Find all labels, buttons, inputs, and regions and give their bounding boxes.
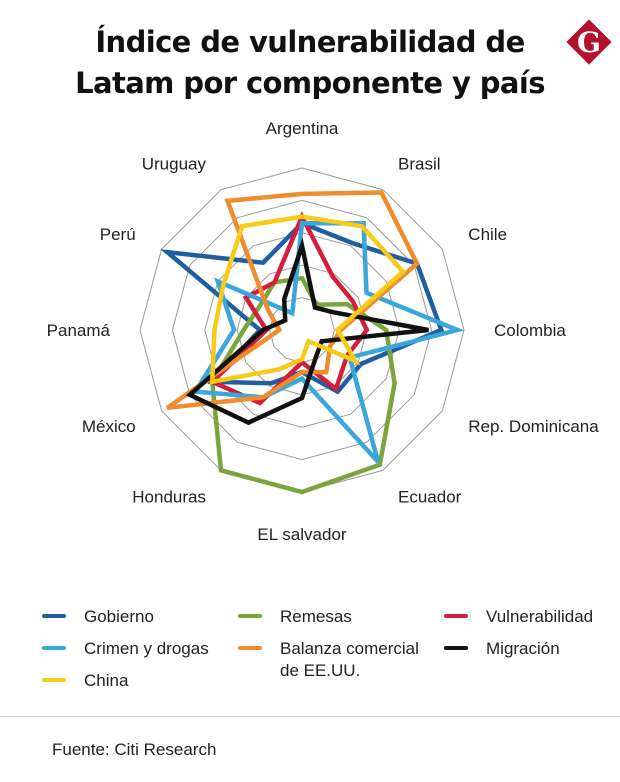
axis-label-rep-dominicana: Rep. Dominicana — [468, 417, 599, 436]
legend-item: China — [42, 670, 234, 692]
legend-swatch — [42, 678, 66, 682]
legend-label: Gobierno — [84, 607, 154, 626]
legend-swatch — [238, 614, 262, 618]
axis-label-argentina: Argentina — [266, 119, 339, 138]
axis-label-colombia: Colombia — [494, 321, 566, 340]
axis-label-ecuador: Ecuador — [398, 487, 462, 506]
source-note: Fuente: Citi Research — [52, 740, 217, 759]
legend-label: Balanza comercial de EE.UU. — [280, 639, 419, 680]
legend-label: Remesas — [280, 607, 352, 626]
axis-label-chile: Chile — [468, 225, 507, 244]
series-migracion — [185, 237, 429, 426]
brand-logo: G — [566, 19, 612, 65]
chart-title: Índice de vulnerabilidad de Latam por co… — [0, 22, 620, 104]
legend-label: Vulnerabilidad — [486, 607, 594, 626]
legend-swatch — [444, 614, 468, 618]
chart-title-line-2: Latam por componente y país — [75, 66, 545, 100]
legend-label: Crimen y drogas — [84, 639, 209, 658]
axis-label-uruguay: Uruguay — [142, 155, 207, 174]
series-balanza-comercial-de-ee-uu — [166, 190, 420, 411]
axis-label-per-: Perú — [100, 225, 136, 244]
legend-swatch — [42, 646, 66, 650]
legend-item: Migración — [444, 638, 620, 660]
axis-label-panam-: Panamá — [47, 321, 111, 340]
legend-label: Migración — [486, 639, 560, 658]
legend-item: Remesas — [238, 606, 430, 628]
legend-item: Crimen y drogas — [42, 638, 234, 660]
series-crimen-y-drogas — [191, 220, 465, 464]
axis-label-el-salvador: EL salvador — [257, 525, 346, 544]
axis-label-honduras: Honduras — [132, 487, 206, 506]
legend-item: Balanza comercial de EE.UU. — [238, 638, 430, 682]
radar-chart: Argentina Brasil Chile Colombia Rep. Dominic… — [47, 119, 600, 544]
axis-label-brasil: Brasil — [398, 155, 441, 174]
legend-swatch — [238, 646, 262, 650]
legend-label: China — [84, 671, 129, 690]
legend-item: Gobierno — [42, 606, 234, 628]
series-china — [209, 214, 407, 385]
axis-label-m-xico: México — [82, 417, 136, 436]
series-remesas — [209, 275, 397, 495]
footer-divider — [0, 716, 620, 717]
brand-logo-letter: G — [577, 26, 601, 59]
legend-swatch — [444, 646, 468, 650]
chart-legend: Gobierno Remesas Vulnerabilidad Crimen y dr… — [42, 606, 620, 692]
legend-item: Vulnerabilidad — [444, 606, 620, 628]
legend-swatch — [42, 614, 66, 618]
series-vulnerabilidad — [208, 211, 370, 406]
chart-title-line-1: Índice de vulnerabilidad de — [95, 25, 525, 59]
